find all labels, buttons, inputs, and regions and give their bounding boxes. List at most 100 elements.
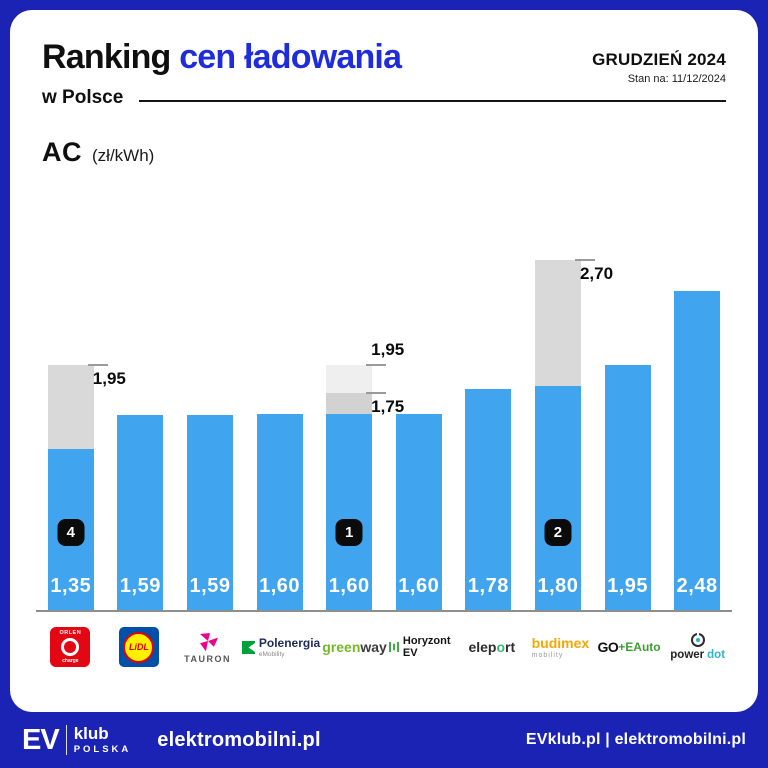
- old-price-label: 2,70: [579, 264, 614, 283]
- header: Ranking cen ładowania GRUDZIEŃ 2024 Stan…: [10, 10, 758, 85]
- price-value-label: 2,48: [676, 575, 718, 597]
- greenway-wordmark-dark: way: [360, 639, 387, 655]
- bar-column-orlen-charge: 1,95 4 1,35: [36, 168, 126, 610]
- title-block: Ranking cen ładowania: [42, 38, 402, 76]
- price-value-label: 1,60: [398, 575, 440, 597]
- page-title: Ranking cen ładowania: [42, 38, 402, 76]
- logo-cell-greenway: green way: [320, 620, 389, 674]
- orlen-sub-label: charge: [62, 658, 79, 664]
- brand-logo-eleport: elep o rt: [468, 639, 515, 655]
- logo-cell-power-dot: power dot: [663, 620, 732, 674]
- rank-badge: 1: [335, 519, 363, 546]
- current-price-bar: [534, 386, 581, 610]
- bar-column-tauron: 1,59: [175, 168, 245, 610]
- logo-cell-orlen-charge: ORLEN charge: [36, 620, 105, 674]
- brand-logo-polenergia: Polenergia eMobility: [241, 636, 320, 658]
- logo-cell-tauron: TAURON: [173, 620, 242, 674]
- ev-klub-polska-logo: EV klub POLSKA: [22, 725, 131, 755]
- footer-site: elektromobilni.pl: [157, 728, 321, 751]
- orlen-wordmark: ORLEN: [59, 630, 82, 636]
- subtitle: w Polsce: [42, 87, 124, 108]
- bar-column-greenway: 1,95 1,75 1 1,60: [314, 168, 404, 610]
- brand-logo-power-dot: power dot: [670, 633, 725, 661]
- power-dot-wordmark-dot: dot: [707, 649, 726, 661]
- horyzont-ev-wordmark: Horyzont EV: [402, 635, 451, 659]
- subtitle-row: w Polsce: [10, 87, 758, 109]
- old-price-tick: [574, 259, 595, 261]
- current-price-bar: [326, 414, 373, 610]
- brand-logo-lidl: LiDL: [118, 627, 159, 667]
- power-dot-icon: [690, 633, 705, 647]
- polenergia-wordmark: Polenergia: [258, 636, 321, 650]
- brand-logo-greenway: green way: [322, 639, 387, 655]
- power-dot-icon-dot: [695, 638, 700, 642]
- brand-logo-tauron: TAURON: [184, 630, 231, 664]
- bar-chart: 1,95 4 1,35 1,59 1,59 1,60 1,95 1,75 1 1,60 1,60 1,…: [36, 168, 732, 612]
- logo-cell-polenergia: Polenergia eMobility: [241, 620, 320, 674]
- go-eauto-wordmark-go: GO: [597, 639, 619, 655]
- old-price-label: 1,95: [92, 369, 126, 388]
- infographic-card: Ranking cen ładowania GRUDZIEŃ 2024 Stan…: [10, 10, 758, 712]
- ev-logo-text: klub POLSKA: [65, 724, 132, 755]
- power-dot-text: power dot: [670, 649, 725, 661]
- eleport-wordmark-1: elep: [468, 639, 497, 655]
- bar-column-eleport: 1,78: [454, 168, 524, 610]
- polenergia-icon: [241, 640, 255, 654]
- bar-column-power-dot: 2,48: [662, 168, 732, 610]
- power-dot-wordmark-power: power: [670, 649, 705, 661]
- header-divider: [139, 100, 726, 102]
- current-price-bar: [186, 415, 233, 610]
- orlen-charge-icon: [61, 638, 80, 656]
- price-value-label: 1,80: [537, 575, 579, 597]
- bar-column-go-eauto: 1,95: [593, 168, 663, 610]
- current-price-bar: [395, 414, 442, 610]
- price-value-label: 1,78: [467, 575, 509, 597]
- bar-column-lidl: 1,59: [106, 168, 176, 610]
- lidl-circle-icon: LiDL: [123, 631, 155, 663]
- ev-logo-klub: klub: [73, 724, 109, 744]
- title-black: Ranking: [42, 38, 171, 76]
- polenergia-text: Polenergia eMobility: [259, 636, 320, 658]
- ev-logo-mark: EV: [22, 723, 60, 756]
- period-label: GRUDZIEŃ 2024: [592, 50, 726, 69]
- title-blue: cen ładowania: [179, 38, 402, 76]
- logo-cell-horyzont-ev: Horyzont EV: [388, 620, 458, 674]
- eleport-wordmark-2: rt: [505, 639, 516, 655]
- logo-cell-budimex-mobility: budimex mobility: [526, 620, 595, 674]
- brand-logo-orlen-charge: ORLEN charge: [50, 627, 91, 667]
- bar-column-horyzont-ev: 1,60: [384, 168, 454, 610]
- power-dot-icon-gap: [696, 633, 699, 637]
- old-price-segment: [326, 393, 373, 414]
- old-price-segment: [47, 365, 94, 449]
- logo-cell-go-eauto: GO +EAuto: [595, 620, 664, 674]
- old-price-tick: [366, 392, 387, 394]
- section-label-row: AC (zł/kWh): [10, 137, 758, 168]
- rank-badge: 4: [57, 519, 85, 546]
- footer-links: EVklub.pl | elektromobilni.pl: [525, 731, 746, 748]
- tauron-wordmark: TAURON: [184, 654, 231, 664]
- go-eauto-wordmark-eauto: +EAuto: [618, 640, 661, 654]
- old-price-label: 1,95: [371, 340, 405, 359]
- current-price-bar: [674, 290, 721, 610]
- section-unit: (zł/kWh): [92, 146, 155, 165]
- current-price-bar: [604, 365, 651, 610]
- old-price-label: 1,75: [371, 397, 405, 416]
- old-price-tick: [87, 364, 108, 366]
- price-value-label: 1,35: [50, 575, 92, 597]
- bar-column-polenergia: 1,60: [245, 168, 315, 610]
- bar-column-budimex-mobility: 2,70 2 1,80: [523, 168, 613, 610]
- current-price-bar: [256, 414, 303, 610]
- price-value-label: 1,59: [119, 575, 161, 597]
- brand-logo-horyzont-ev: Horyzont EV: [388, 635, 458, 659]
- lidl-wordmark: LiDL: [128, 642, 149, 652]
- budimex-sub-label: mobility: [531, 652, 564, 659]
- old-price-segment: [326, 365, 373, 393]
- polenergia-sub-label: eMobility: [258, 651, 285, 658]
- section-label: AC: [42, 137, 82, 167]
- footer: EV klub POLSKA elektromobilni.pl EVklub.…: [0, 712, 768, 768]
- logo-cell-lidl: LiDL: [105, 620, 174, 674]
- brand-logos-row: ORLEN charge LiDL TAURON Polenergia eMobility…: [36, 620, 732, 674]
- brand-logo-budimex-mobility: budimex mobility: [532, 635, 590, 659]
- eleport-o-green: o: [496, 639, 506, 655]
- logo-cell-eleport: elep o rt: [457, 620, 526, 674]
